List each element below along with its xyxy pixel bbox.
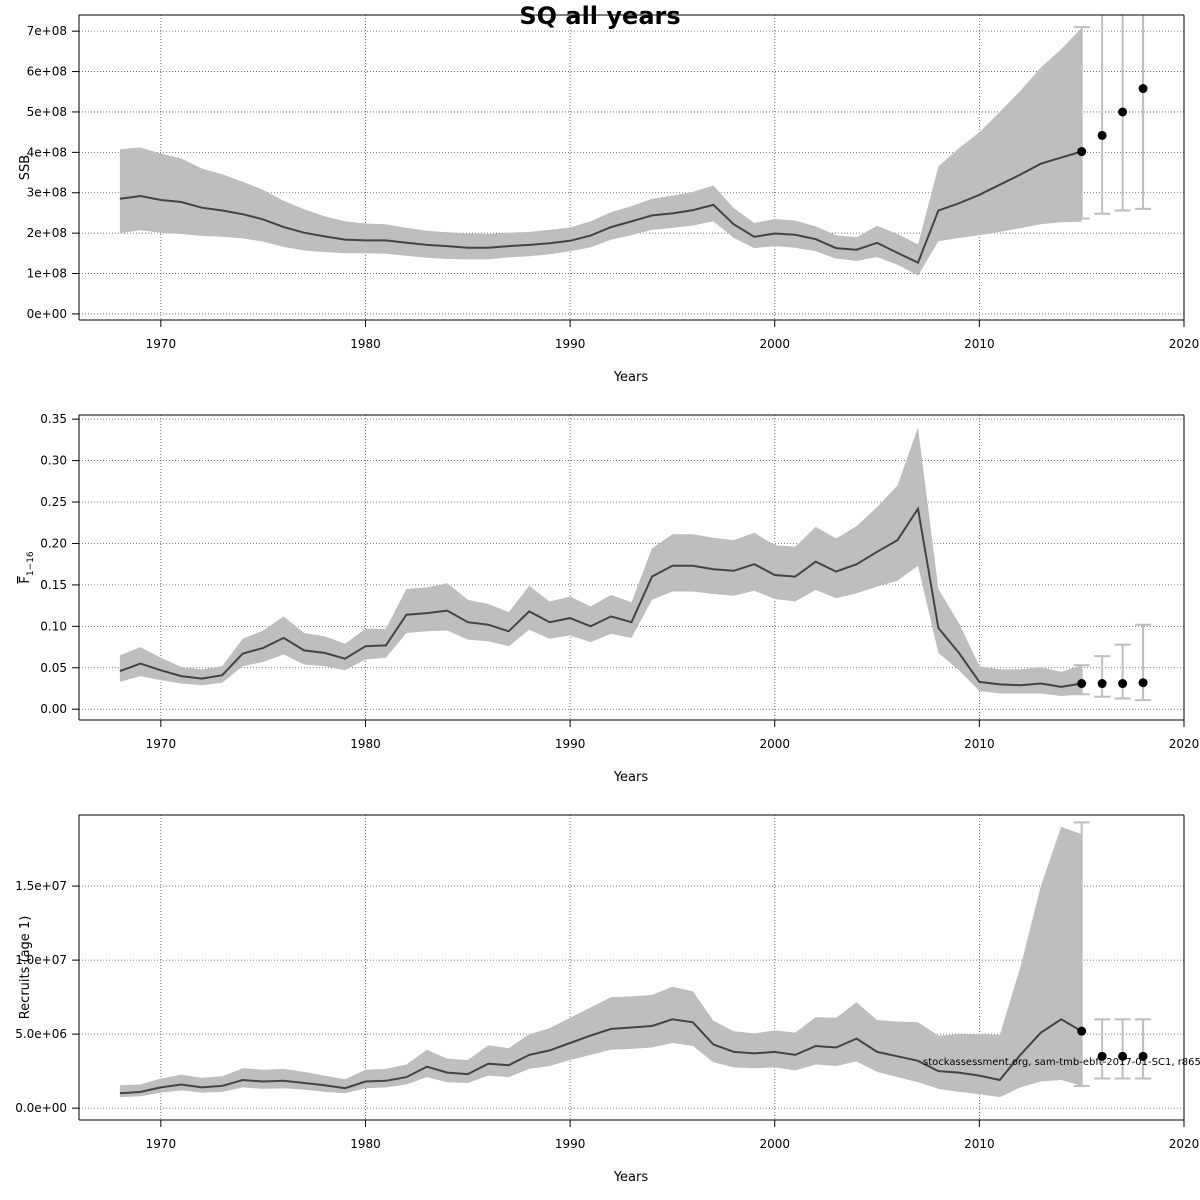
- forecast-errorbar-2016: [1094, 1018, 1111, 1080]
- x-axis-label: Years: [613, 370, 649, 385]
- forecast-point-2018: [1138, 84, 1148, 94]
- y-axis-label: F1−16: [18, 551, 36, 583]
- y-tick-label-7: 0.35: [40, 412, 67, 426]
- forecast-errorbar-2015: [1073, 821, 1090, 1087]
- x-tick-label-2010: 2010: [964, 1137, 995, 1151]
- x-tick-label-2010: 2010: [964, 737, 995, 751]
- forecast-point-2018: [1138, 678, 1148, 688]
- confidence-band: [119, 27, 1082, 276]
- panel-3: 1970 1980 1990 2000 2010 2020 0.0e+00 5.0e+06 1.…: [15, 814, 1200, 1185]
- forecast-point-2018: [1138, 1051, 1148, 1061]
- panel-2: 1970 1980 1990 2000 2010 2020 0.00 0.05 0.10 0.15…: [18, 412, 1199, 785]
- forecast-point-2015: [1077, 147, 1087, 157]
- y-tick-label-3: 0.15: [40, 578, 67, 592]
- y-tick-label-3: 3e+08: [27, 186, 67, 200]
- x-axis-label: Years: [613, 1170, 649, 1185]
- forecast-point-2017: [1118, 679, 1128, 689]
- forecast-point-2017: [1118, 1051, 1128, 1061]
- y-tick-label-1: 0.05: [40, 661, 67, 675]
- estimate-line: [119, 1018, 1083, 1095]
- y-tick-label-1: 5.0e+06: [15, 1027, 67, 1041]
- confidence-band: [119, 826, 1082, 1098]
- x-tick-label-2000: 2000: [759, 737, 790, 751]
- forecast-point-2016: [1097, 1051, 1107, 1061]
- forecast-errorbar-2016: [1094, 655, 1111, 698]
- x-tick-label-1970: 1970: [146, 337, 177, 351]
- forecast-point-2015: [1077, 679, 1087, 689]
- x-tick-label-1990: 1990: [555, 1137, 586, 1151]
- x-tick-label-1970: 1970: [146, 737, 177, 751]
- x-tick-label-1990: 1990: [555, 737, 586, 751]
- x-tick-label-2020: 2020: [1169, 337, 1200, 351]
- estimate-line: [119, 506, 1082, 688]
- y-tick-label-7: 7e+08: [27, 24, 67, 38]
- forecast-errorbar-2017: [1114, 1018, 1131, 1080]
- x-tick-label-2020: 2020: [1169, 737, 1200, 751]
- forecast-errorbar-2017: [1114, 643, 1131, 700]
- forecast-errorbar-2018: [1135, 623, 1152, 702]
- forecast-errorbar-2016: [1094, 15, 1111, 215]
- y-tick-label-0: 0.0e+00: [15, 1101, 67, 1115]
- forecast-point-2017: [1118, 107, 1128, 117]
- y-tick-label-3: 1.5e+07: [15, 879, 67, 893]
- x-axis-label: Years: [613, 770, 649, 785]
- forecast-point-2015: [1077, 1026, 1087, 1036]
- y-tick-label-5: 0.25: [40, 495, 67, 509]
- y-tick-label-2: 0.10: [40, 619, 67, 633]
- forecast-errorbar-2015: [1073, 26, 1090, 220]
- y-tick-label-4: 4e+08: [27, 145, 67, 159]
- x-tick-label-2010: 2010: [964, 337, 995, 351]
- y-tick-label-1: 1e+08: [27, 267, 67, 281]
- y-tick-label-4: 0.20: [40, 536, 67, 550]
- estimate-line: [119, 150, 1082, 264]
- y-tick-label-5: 5e+08: [27, 105, 67, 119]
- x-tick-label-2000: 2000: [759, 337, 790, 351]
- y-tick-label-0: 0e+00: [27, 307, 67, 321]
- y-axis-label: SSB: [18, 155, 33, 180]
- x-tick-label-1980: 1980: [350, 337, 381, 351]
- x-tick-label-1980: 1980: [350, 737, 381, 751]
- x-tick-label-1970: 1970: [146, 1137, 177, 1151]
- panel-1: 1970 1980 1990 2000 2010 2020 0e+00 1e+08 2e+08 3…: [18, 14, 1200, 385]
- forecast-errorbar-2018: [1135, 15, 1152, 210]
- y-tick-label-6: 6e+08: [27, 65, 67, 79]
- forecast-errorbar-2018: [1135, 1018, 1152, 1080]
- forecast-point-2016: [1097, 130, 1107, 140]
- forecast-point-2016: [1097, 679, 1107, 689]
- y-tick-label-2: 1.0e+07: [15, 953, 67, 967]
- figure-title: SQ all years: [519, 2, 681, 30]
- y-tick-label-2: 2e+08: [27, 226, 67, 240]
- footnote: stockassessment.org, sam-tmb-ebft-2017-0…: [923, 1057, 1200, 1068]
- y-tick-label-6: 0.30: [40, 454, 67, 468]
- y-axis-label: Recruits (age 1): [18, 916, 33, 1020]
- y-tick-label-0: 0.00: [40, 702, 67, 716]
- confidence-band: [119, 427, 1082, 696]
- x-tick-label-1980: 1980: [350, 1137, 381, 1151]
- x-tick-label-2020: 2020: [1169, 1137, 1200, 1151]
- x-tick-label-2000: 2000: [759, 1137, 790, 1151]
- x-tick-label-1990: 1990: [555, 337, 586, 351]
